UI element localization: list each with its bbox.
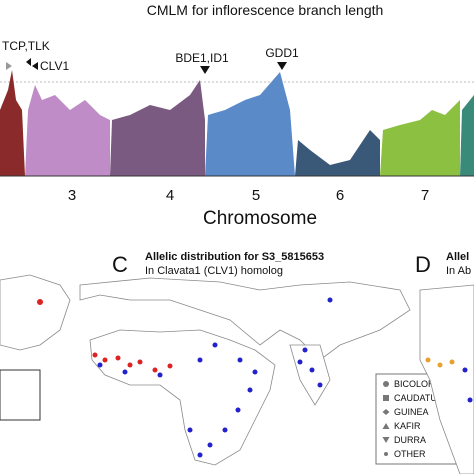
annotation: TCP,TLK: [2, 39, 50, 53]
legend-label: GUINEA: [394, 407, 429, 417]
legend-label: KAFIR: [394, 421, 421, 431]
legend-marker: [382, 437, 390, 443]
chromosome-label: 4: [166, 187, 174, 204]
chromosome-label: 5: [252, 187, 260, 204]
map-b: [0, 250, 76, 474]
dot-group: [92, 352, 173, 373]
chromosome-block: [0, 70, 25, 176]
arrow-marker: [32, 62, 38, 70]
legend-marker: [384, 452, 388, 456]
annotation: CLV1: [40, 59, 69, 73]
arrow-marker: [200, 66, 210, 74]
map-d: D Allel In Ab: [415, 251, 474, 474]
legend-box: [0, 369, 41, 421]
legend-marker: [383, 381, 389, 387]
annotation: BDE1,ID1: [175, 51, 229, 65]
legend-marker: [382, 423, 390, 429]
x-axis-title: Chromosome: [203, 208, 317, 229]
legend-label: CAUDATUM: [394, 393, 444, 403]
dot-group: [462, 367, 473, 403]
legend: BICOLOR CAUDATUM GUINEA KAFIR DURRA OTHE…: [382, 379, 444, 459]
dot-group: [425, 357, 455, 368]
annotation: GDD1: [265, 46, 299, 60]
legend-marker: [383, 395, 389, 401]
legend-label: BICOLOR: [394, 379, 435, 389]
chromosome-label: 3: [68, 187, 76, 204]
arrow-marker: [277, 62, 287, 70]
panel-title: Allel: [446, 251, 469, 263]
manhattan-plot: CMLM for inflorescence branch length TCP…: [0, 2, 474, 229]
legend-label: OTHER: [394, 449, 426, 459]
land: [89, 329, 276, 466]
arrow-marker: [26, 58, 31, 66]
chromosome-label: 6: [336, 187, 344, 204]
chromosome-block: [205, 72, 295, 176]
land: [0, 274, 71, 351]
chromosome-block: [460, 95, 474, 176]
panel-letter: C: [112, 252, 128, 277]
chromosome-block: [295, 130, 380, 176]
chromosome-label: 7: [421, 187, 429, 204]
land: [419, 284, 474, 474]
chromosome-block: [380, 100, 460, 176]
panel-title: Allelic distribution for S3_5815653: [145, 251, 324, 263]
legend-label: DURRA: [394, 435, 426, 445]
sample-dot: [37, 299, 43, 305]
plot-title: CMLM for inflorescence branch length: [147, 2, 384, 18]
arrow-marker: [6, 62, 12, 70]
chromosome-block: [110, 80, 205, 176]
panel-letter: D: [415, 252, 431, 277]
panel-subtitle: In Ab: [446, 265, 471, 277]
panel-subtitle: In Clavata1 (CLV1) homolog: [145, 265, 283, 277]
legend-marker: [382, 409, 390, 415]
chromosome-block: [25, 85, 110, 176]
map-c: C Allelic distribution for S3_5815653 In…: [79, 251, 457, 474]
dot-group: [97, 297, 333, 458]
